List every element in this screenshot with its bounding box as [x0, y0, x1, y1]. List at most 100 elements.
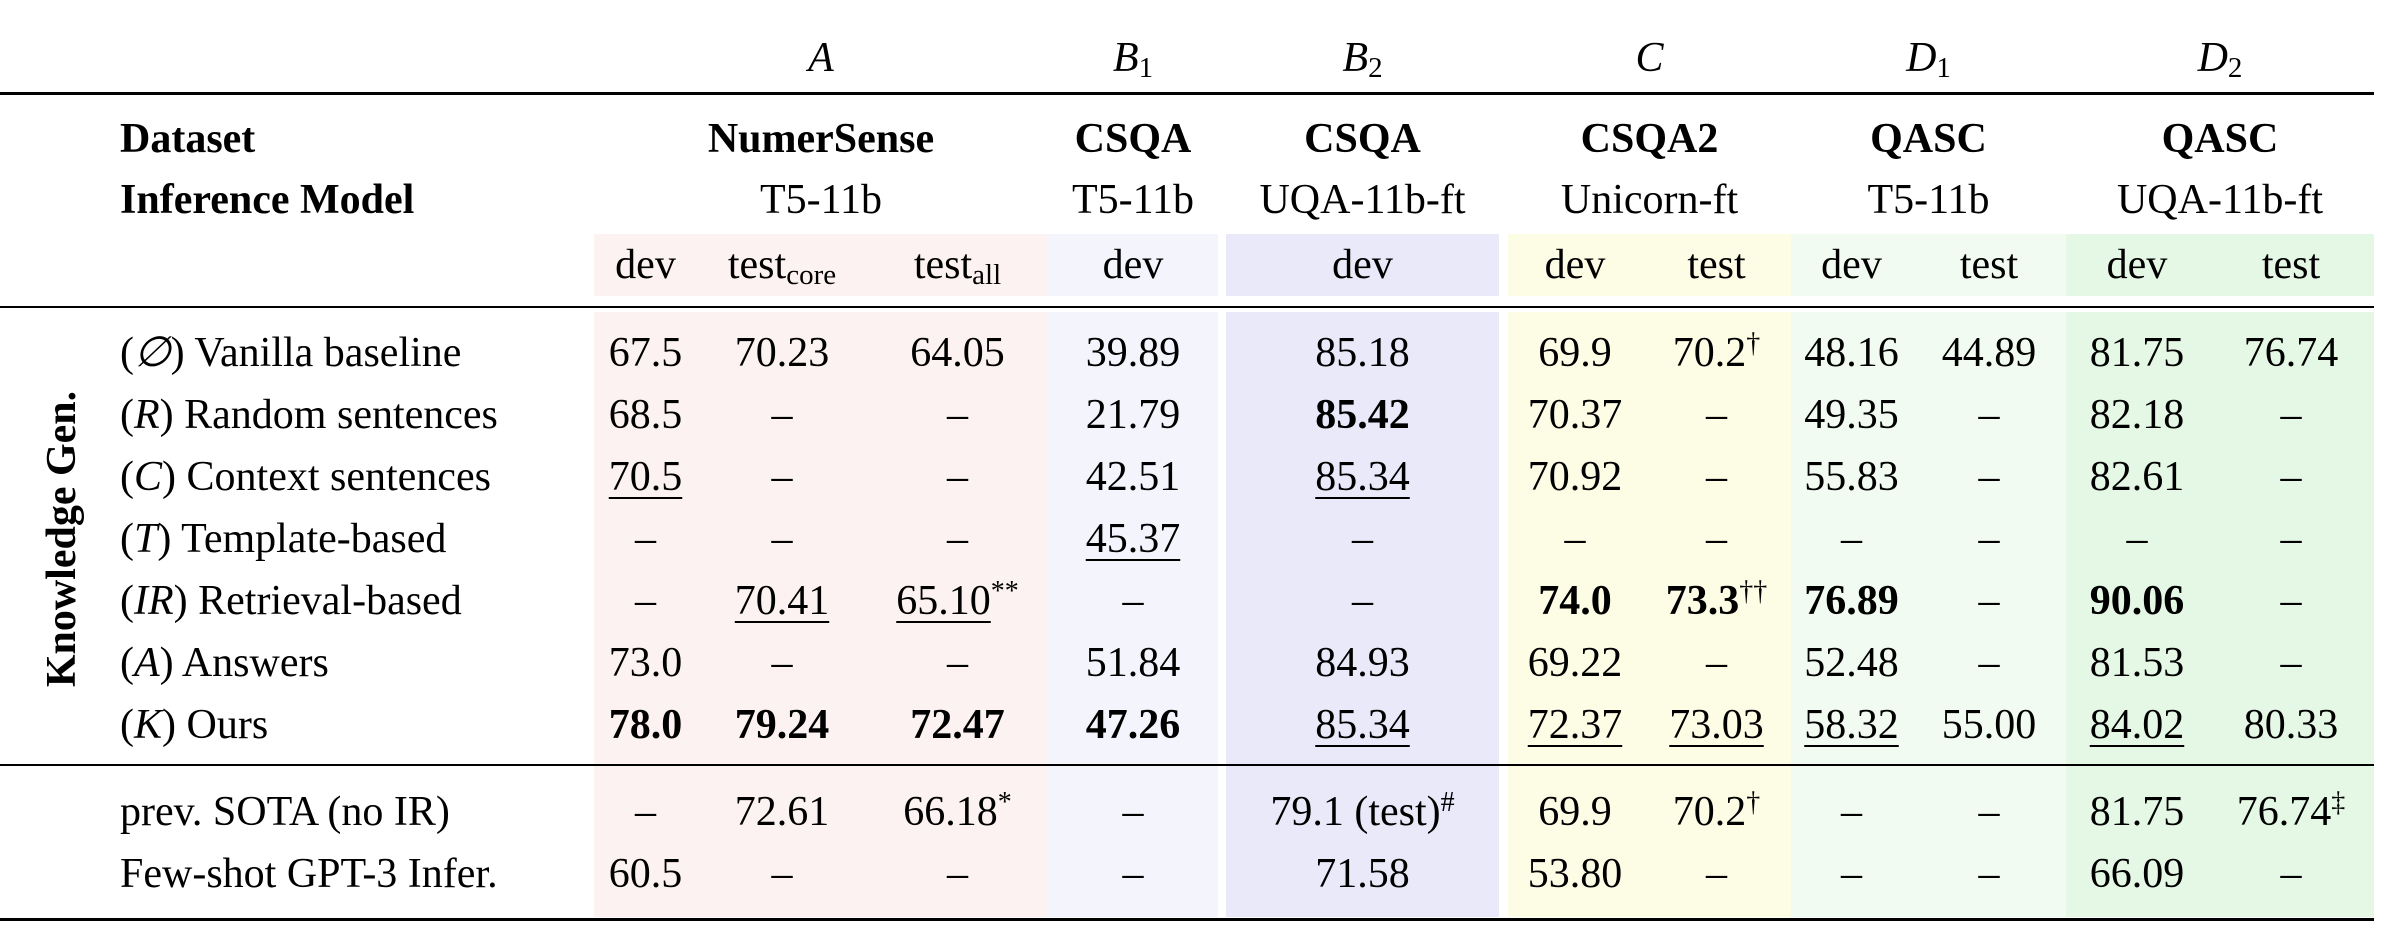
cell: 85.42	[1226, 387, 1499, 443]
value: –	[635, 516, 656, 562]
cell: –	[1912, 387, 2066, 443]
cell: 69.9	[1508, 784, 1642, 840]
cell: 81.53	[2066, 635, 2208, 691]
value: –	[2280, 454, 2302, 500]
value: –	[947, 640, 968, 686]
dataset-name: QASC	[2161, 116, 2279, 162]
cell: –	[2208, 573, 2374, 629]
value: –	[947, 851, 968, 897]
value: 49.35	[1804, 392, 1899, 438]
split-text: test	[1687, 242, 1746, 288]
marker: (IR)	[120, 578, 188, 624]
group-letter: D2	[2066, 30, 2374, 86]
value: –	[1978, 454, 2000, 500]
cell: 64.05	[867, 325, 1048, 381]
method-name: Template-based	[181, 516, 447, 562]
value: 70.2	[1672, 789, 1747, 835]
model-header: Inference Model	[120, 172, 414, 228]
footnote-mark: ††	[1739, 576, 1768, 607]
value: 73.0	[608, 640, 683, 686]
value: 73.3	[1665, 578, 1740, 624]
cell: –	[1912, 784, 2066, 840]
dataset: CSQA	[1048, 111, 1218, 167]
split: dev	[1048, 237, 1218, 293]
method-name: Retrieval-based	[198, 578, 462, 624]
value: –	[1978, 640, 2000, 686]
value: 48.16	[1804, 330, 1899, 376]
cell: –	[2208, 387, 2374, 443]
letter-sub: 1	[1138, 52, 1154, 84]
value: –	[1564, 516, 1586, 562]
cell: 81.75	[2066, 784, 2208, 840]
value: 85.34	[1315, 702, 1410, 748]
value: –	[1706, 516, 1727, 562]
value: 84.93	[1315, 640, 1410, 686]
letter: B	[1342, 35, 1369, 81]
method-name: Few-shot GPT-3 Infer.	[120, 851, 498, 897]
model: T5-11b	[594, 172, 1048, 228]
method-name: Ours	[186, 702, 269, 748]
cell: –	[1048, 573, 1218, 629]
cell: –	[594, 784, 697, 840]
value: 52.48	[1804, 640, 1899, 686]
cell: 60.5	[594, 846, 697, 902]
value: –	[771, 454, 793, 500]
cell: 79.1 (test)#	[1226, 784, 1499, 840]
split-sub: core	[786, 259, 837, 291]
cell: 66.09	[2066, 846, 2208, 902]
model: T5-11b	[1048, 172, 1218, 228]
method-name: Answers	[181, 640, 329, 686]
cell: 42.51	[1048, 449, 1218, 505]
split-text: dev	[1544, 242, 1606, 288]
split-sub: all	[972, 259, 1002, 291]
footnote-mark: †	[1746, 328, 1761, 359]
cell: –	[1642, 511, 1791, 567]
row-label: (T) Template-based	[120, 511, 446, 567]
cell: 70.41	[697, 573, 867, 629]
cell: 70.5	[594, 449, 697, 505]
value: –	[771, 516, 793, 562]
cell: 76.89	[1791, 573, 1912, 629]
cell: –	[1642, 635, 1791, 691]
cell: 67.5	[594, 325, 697, 381]
value: 70.2	[1672, 330, 1747, 376]
value: 81.75	[2089, 789, 2185, 835]
value: 74.0	[1538, 578, 1612, 624]
cell: 69.9	[1508, 325, 1642, 381]
cell: –	[2208, 511, 2374, 567]
cell: 70.2†	[1642, 325, 1791, 381]
value: –	[1978, 789, 2000, 835]
value: 55.83	[1804, 454, 1899, 500]
footnote-mark: *	[997, 787, 1012, 818]
group-letter: B1	[1048, 30, 1218, 86]
cell: –	[1912, 635, 2066, 691]
value: –	[947, 516, 968, 562]
value: 79.1 (test)	[1270, 789, 1441, 835]
value: 66.18	[903, 789, 998, 835]
value: 70.41	[734, 578, 830, 624]
cell: 69.22	[1508, 635, 1642, 691]
footnote-mark: ‡	[2331, 787, 2346, 818]
cell: 53.80	[1508, 846, 1642, 902]
value: –	[1978, 392, 2000, 438]
rule	[0, 918, 2374, 921]
model-name: Unicorn-ft	[1560, 177, 1739, 223]
cell: 39.89	[1048, 325, 1218, 381]
cell: –	[1912, 449, 2066, 505]
cell: 85.34	[1226, 449, 1499, 505]
cell: –	[867, 449, 1048, 505]
cell: –	[867, 511, 1048, 567]
cell: –	[697, 635, 867, 691]
letter-sub: 1	[1936, 52, 1951, 84]
split: testcore	[697, 237, 867, 293]
dataset: CSQA2	[1508, 111, 1791, 167]
value: 82.18	[2089, 392, 2185, 438]
cell: 78.0	[594, 697, 697, 753]
split: test	[1912, 237, 2066, 293]
value: 72.61	[734, 789, 830, 835]
footnote-mark: #	[1440, 787, 1455, 818]
cell: 70.2†	[1642, 784, 1791, 840]
split-text: dev	[1332, 242, 1393, 288]
value: –	[2280, 392, 2302, 438]
cell: 76.74‡	[2208, 784, 2374, 840]
